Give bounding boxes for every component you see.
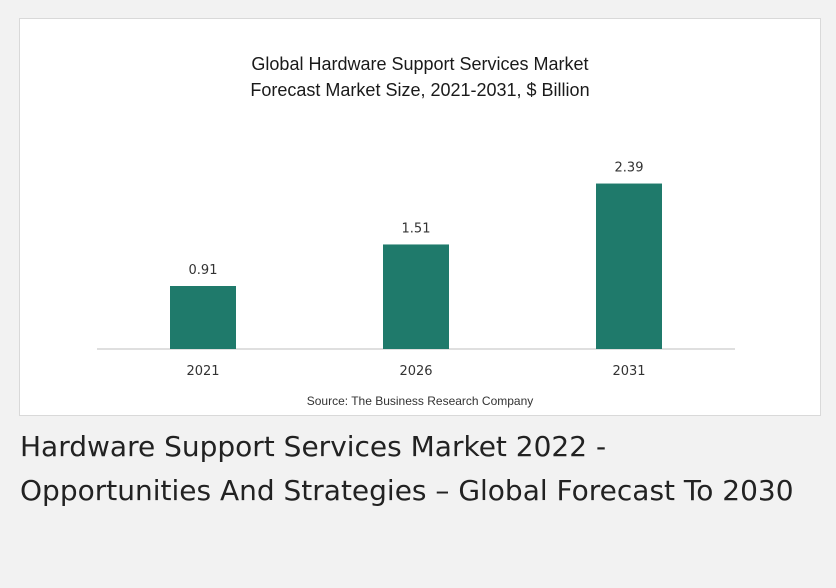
article-title-link[interactable]: Hardware Support Services Market 2022 - … <box>20 430 794 507</box>
data-label-2026: 1.51 <box>402 221 431 236</box>
chart-title-line-1: Global Hardware Support Services Market <box>251 54 589 74</box>
x-tick-label-2031: 2031 <box>612 364 645 379</box>
chart-title: Global Hardware Support Services Market … <box>20 51 820 103</box>
chart-title-line-2: Forecast Market Size, 2021-2031, $ Billi… <box>250 80 590 100</box>
data-label-2021: 0.91 <box>189 263 218 278</box>
chart-source: Source: The Business Research Company <box>307 394 534 408</box>
x-tick-label-2021: 2021 <box>186 364 219 379</box>
bar-chart: 0.91 2021 1.51 2026 2.39 2031 Source: The Busi… <box>97 161 735 408</box>
chart-image: Global Hardware Support Services Market … <box>19 18 821 416</box>
data-label-2031: 2.39 <box>615 161 644 176</box>
x-tick-label-2026: 2026 <box>399 364 432 379</box>
bar-2021 <box>170 286 236 349</box>
bar-2026 <box>383 244 449 349</box>
bar-2031 <box>596 183 662 349</box>
